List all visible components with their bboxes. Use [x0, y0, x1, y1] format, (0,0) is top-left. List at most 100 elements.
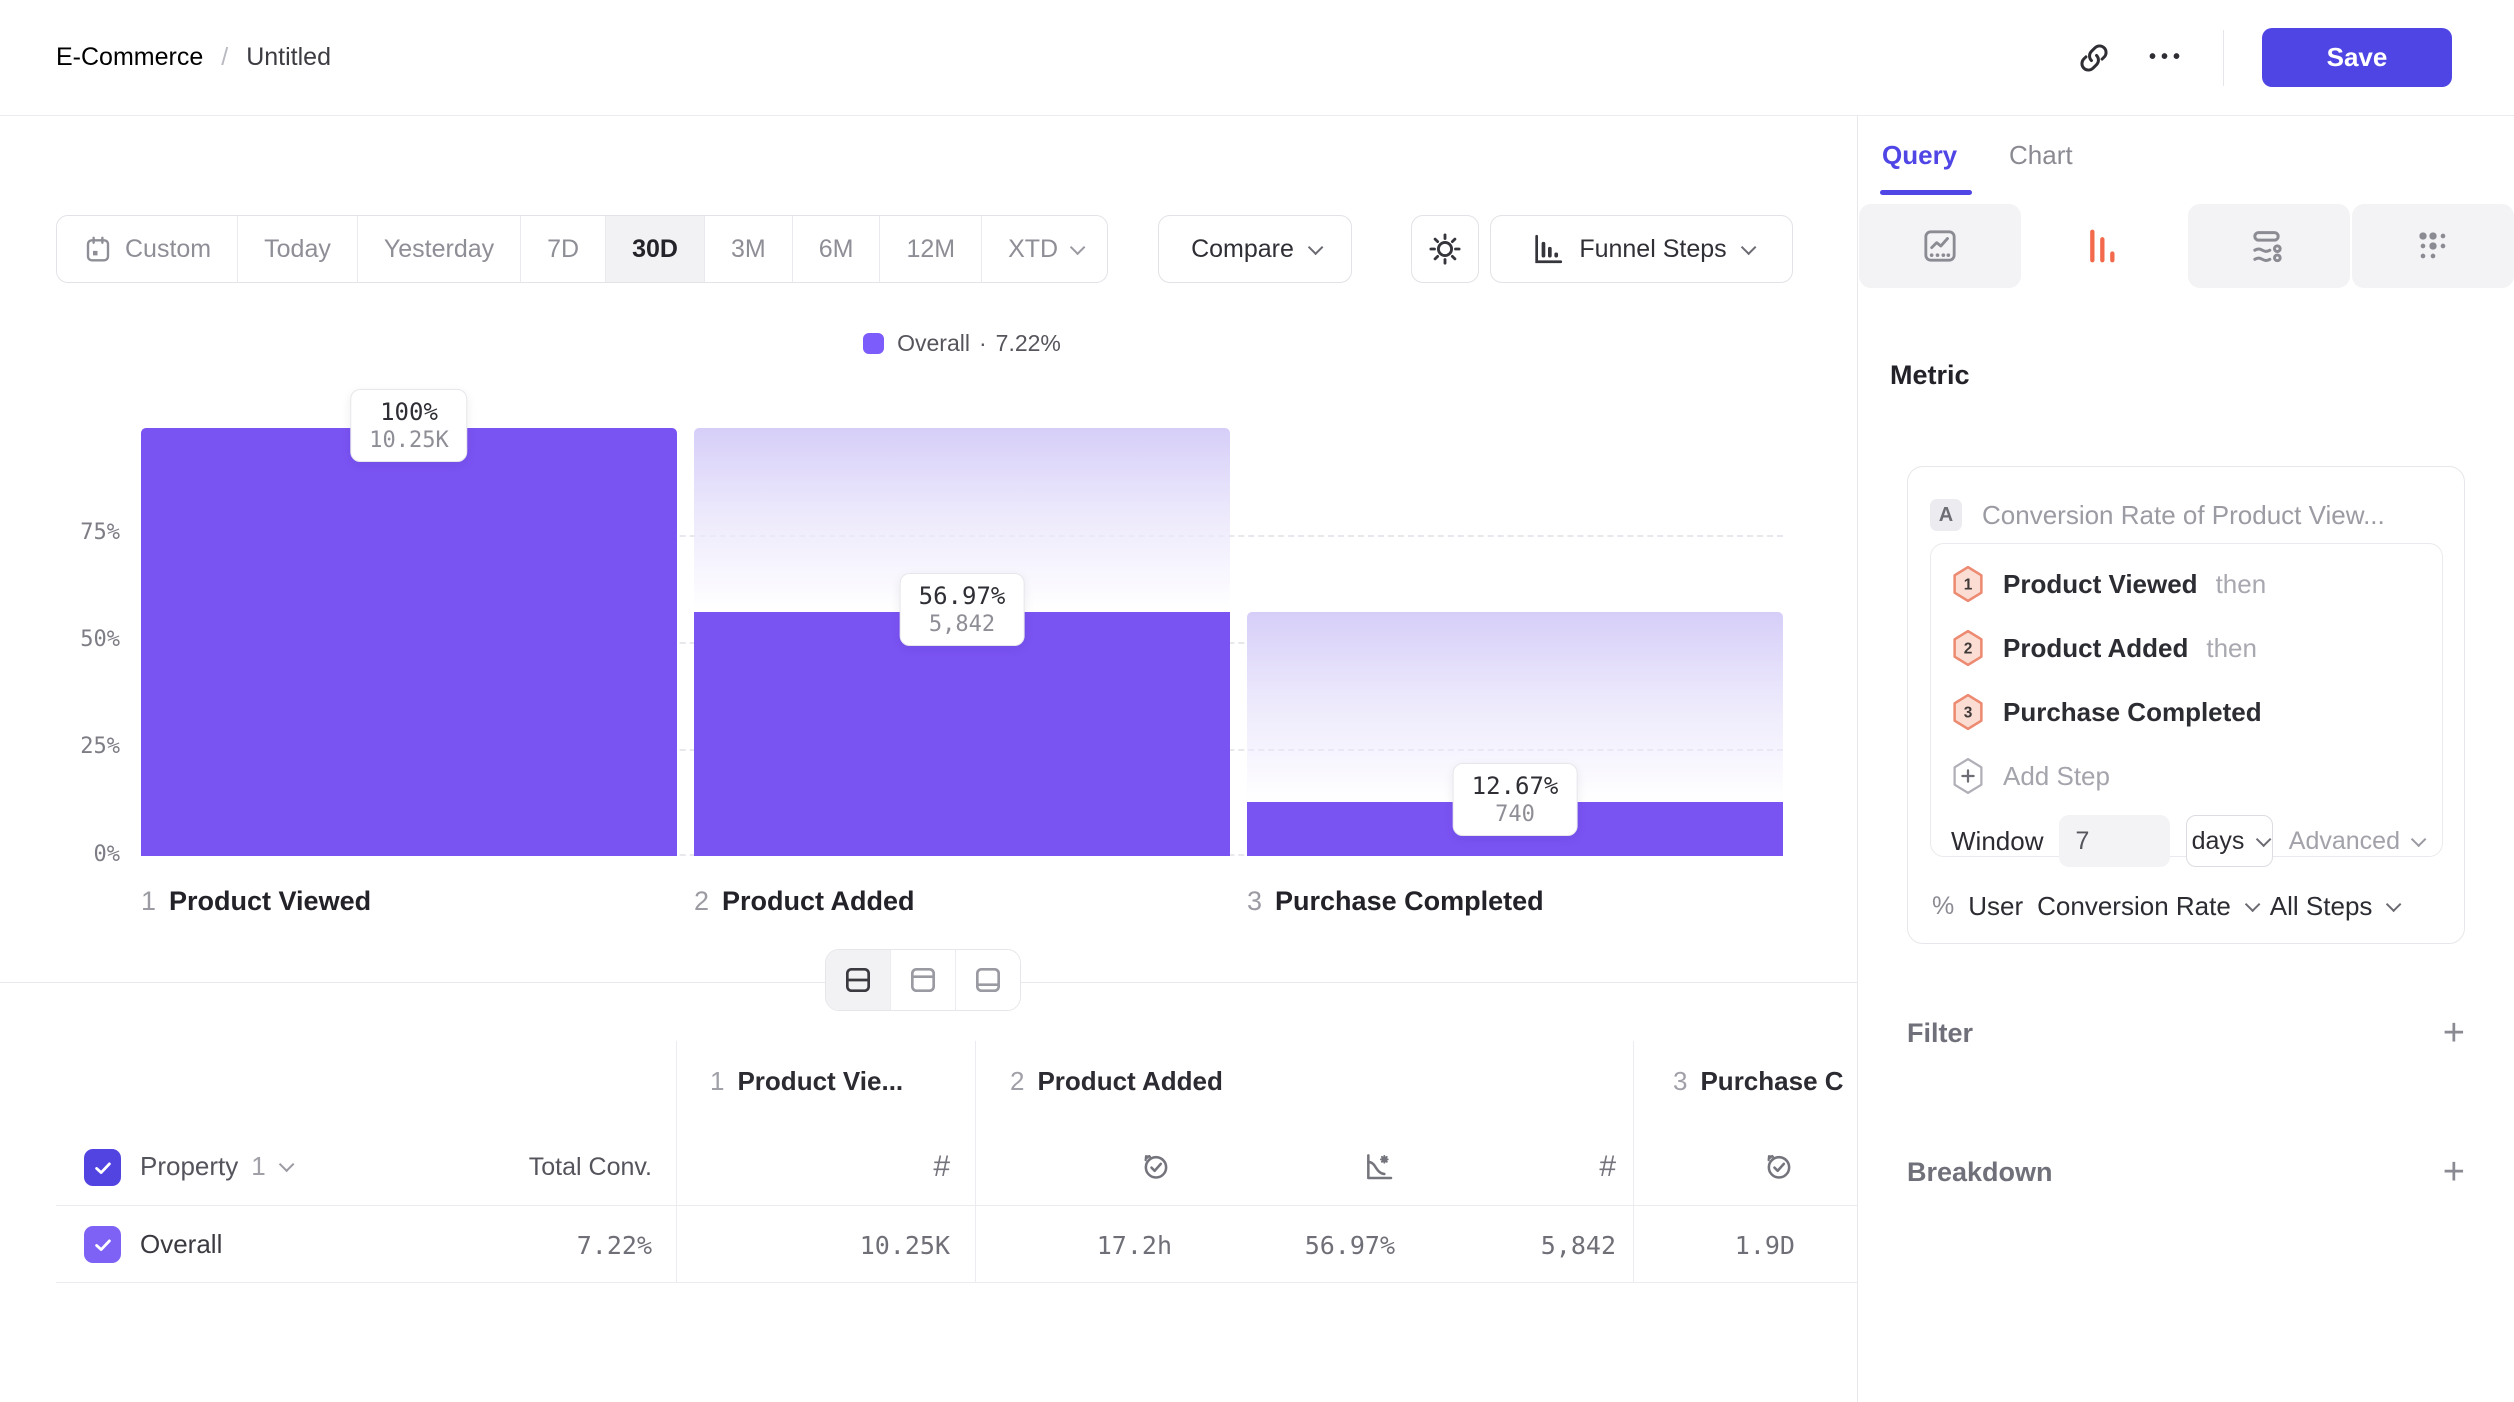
funnel-steps-icon [1531, 232, 1565, 266]
share-link-button[interactable] [2077, 41, 2111, 75]
save-button[interactable]: Save [2262, 28, 2452, 87]
view-selector-label: Funnel Steps [1579, 234, 1727, 263]
window-unit-select[interactable]: days [2186, 815, 2273, 867]
breakdown-section: Breakdown + [1907, 1153, 2465, 1191]
chart-legend[interactable]: Overall · 7.22% [141, 330, 1783, 357]
tab-chart[interactable]: Chart [2009, 140, 2073, 170]
step-name: Product Viewed [2003, 568, 2198, 599]
metric-query-title[interactable]: A Conversion Rate of Product View... [1930, 499, 2385, 531]
check-icon [94, 1162, 111, 1174]
select-all-checkbox[interactable] [84, 1149, 121, 1186]
range-yesterday[interactable]: Yesterday [357, 216, 522, 282]
metric-count-header[interactable]: # [760, 1150, 950, 1184]
table-column-divider [975, 1041, 976, 1282]
cell-step2-conv-rate: 56.97% [1304, 1231, 1395, 1260]
calendar-icon [83, 234, 113, 264]
funnel-steps-card: 1 Product Viewed then 2 Product Added th… [1930, 543, 2443, 867]
metric-avg-time-header[interactable] [1605, 1150, 1795, 1182]
range-7d[interactable]: 7D [521, 216, 607, 282]
add-step-button[interactable]: Add Step [1951, 744, 2422, 808]
step-name: Product Viewed [169, 886, 372, 916]
layout-split-icon [842, 964, 874, 996]
view-selector-button[interactable]: Funnel Steps [1490, 215, 1793, 283]
window-value-input[interactable]: 7 [2059, 815, 2171, 867]
step-badge-icon: 1 [1953, 565, 1983, 603]
range-xtd[interactable]: XTD [982, 216, 1108, 282]
breadcrumb-separator: / [221, 43, 229, 71]
step-name: Purchase C [1700, 1066, 1844, 1096]
chart-type-line-button[interactable] [1859, 204, 2022, 288]
window-label: Window [1951, 825, 2044, 856]
filter-section: Filter + [1907, 1014, 2465, 1052]
compare-button[interactable]: Compare [1158, 215, 1352, 283]
tooltip-count: 10.25K [369, 428, 449, 453]
chart-type-grid-button[interactable] [2351, 204, 2514, 288]
metric-count-header[interactable]: # [1426, 1150, 1616, 1184]
metric-avg-time-header[interactable] [982, 1150, 1172, 1182]
chart-type-funnel-button[interactable] [2023, 204, 2186, 288]
funnel-step-3[interactable]: 3 Purchase Completed [1951, 680, 2422, 744]
advanced-label: Advanced [2288, 826, 2400, 855]
active-tab-underline [1880, 190, 1972, 195]
step-name: Purchase Completed [1275, 886, 1544, 916]
add-filter-button[interactable]: + [2442, 1012, 2465, 1054]
measure-type-select[interactable]: Conversion Rate [2037, 891, 2231, 921]
property-header[interactable]: Property 1 [140, 1151, 295, 1182]
chart-toolbar: Custom Today Yesterday 7D 30D 3M 6M 12M … [0, 215, 1857, 283]
total-conv-header[interactable]: Total Conv. [528, 1153, 652, 1181]
range-12m[interactable]: 12M [880, 216, 983, 282]
funnel-bar-product-viewed[interactable] [141, 428, 677, 856]
breadcrumb-current[interactable]: Untitled [246, 43, 331, 71]
row-label[interactable]: Overall [140, 1229, 223, 1259]
breadcrumb: E-Commerce / Untitled [56, 43, 331, 72]
x-label-purchase-completed: 3 Purchase Completed [1247, 886, 1544, 917]
measure-scope-select[interactable]: All Steps [2269, 891, 2373, 921]
y-tick-25: 25% [80, 734, 120, 759]
avg-time-icon [1763, 1150, 1795, 1182]
breadcrumb-parent[interactable]: E-Commerce [56, 43, 204, 71]
topbar-actions: ••• Save [2077, 28, 2452, 87]
step-suffix: then [2206, 632, 2257, 663]
range-30d[interactable]: 30D [606, 216, 705, 282]
compare-label: Compare [1191, 234, 1294, 263]
avg-time-icon [1140, 1150, 1172, 1182]
row-checkbox[interactable] [84, 1226, 121, 1263]
bar-value-tooltip: 12.67% 740 [1452, 763, 1578, 836]
chart-settings-button[interactable] [1411, 215, 1479, 283]
chevron-down-icon [2410, 831, 2427, 847]
range-6m[interactable]: 6M [792, 216, 881, 282]
metric-conv-rate-header[interactable] [1205, 1150, 1395, 1182]
cell-step2-avg-time: 17.2h [1096, 1231, 1172, 1260]
more-options-button[interactable]: ••• [2149, 46, 2185, 69]
range-custom[interactable]: Custom [57, 216, 239, 282]
step-name: Product Added [2003, 632, 2189, 663]
add-breakdown-button[interactable]: + [2442, 1151, 2465, 1193]
funnel-step-1[interactable]: 1 Product Viewed then [1951, 552, 2422, 616]
layout-chart-only-button[interactable] [891, 950, 956, 1010]
y-tick-50: 50% [80, 627, 120, 652]
tab-query[interactable]: Query [1882, 140, 1958, 170]
layout-table-only-button[interactable] [956, 950, 1020, 1010]
query-letter-badge: A [1930, 499, 1962, 531]
tooltip-percent: 100% [380, 398, 438, 426]
step-badge-number: 2 [1964, 641, 1973, 658]
step-number: 2 [694, 886, 710, 916]
step-number: 1 [710, 1066, 725, 1096]
step-badge-icon: 2 [1953, 629, 1983, 667]
cell-step1-count: 10.25K [859, 1231, 950, 1260]
range-3m[interactable]: 3M [704, 216, 793, 282]
layout-bottom-icon [972, 964, 1004, 996]
legend-value: 7.22% [995, 330, 1061, 356]
legend-separator: · [978, 330, 987, 356]
funnel-step-2[interactable]: 2 Product Added then [1951, 616, 2422, 680]
measure-entity[interactable]: User [1968, 891, 2024, 921]
advanced-toggle[interactable]: Advanced [2288, 826, 2427, 856]
check-icon [94, 1239, 111, 1251]
chart-type-flow-button[interactable] [2187, 204, 2350, 288]
step-number: 1 [141, 886, 157, 916]
range-today[interactable]: Today [238, 216, 358, 282]
layout-split-button[interactable] [826, 950, 891, 1010]
cell-step3-avg-time: 1.9D [1734, 1231, 1795, 1260]
measure-row: % User Conversion Rate All Steps [1932, 891, 2402, 922]
